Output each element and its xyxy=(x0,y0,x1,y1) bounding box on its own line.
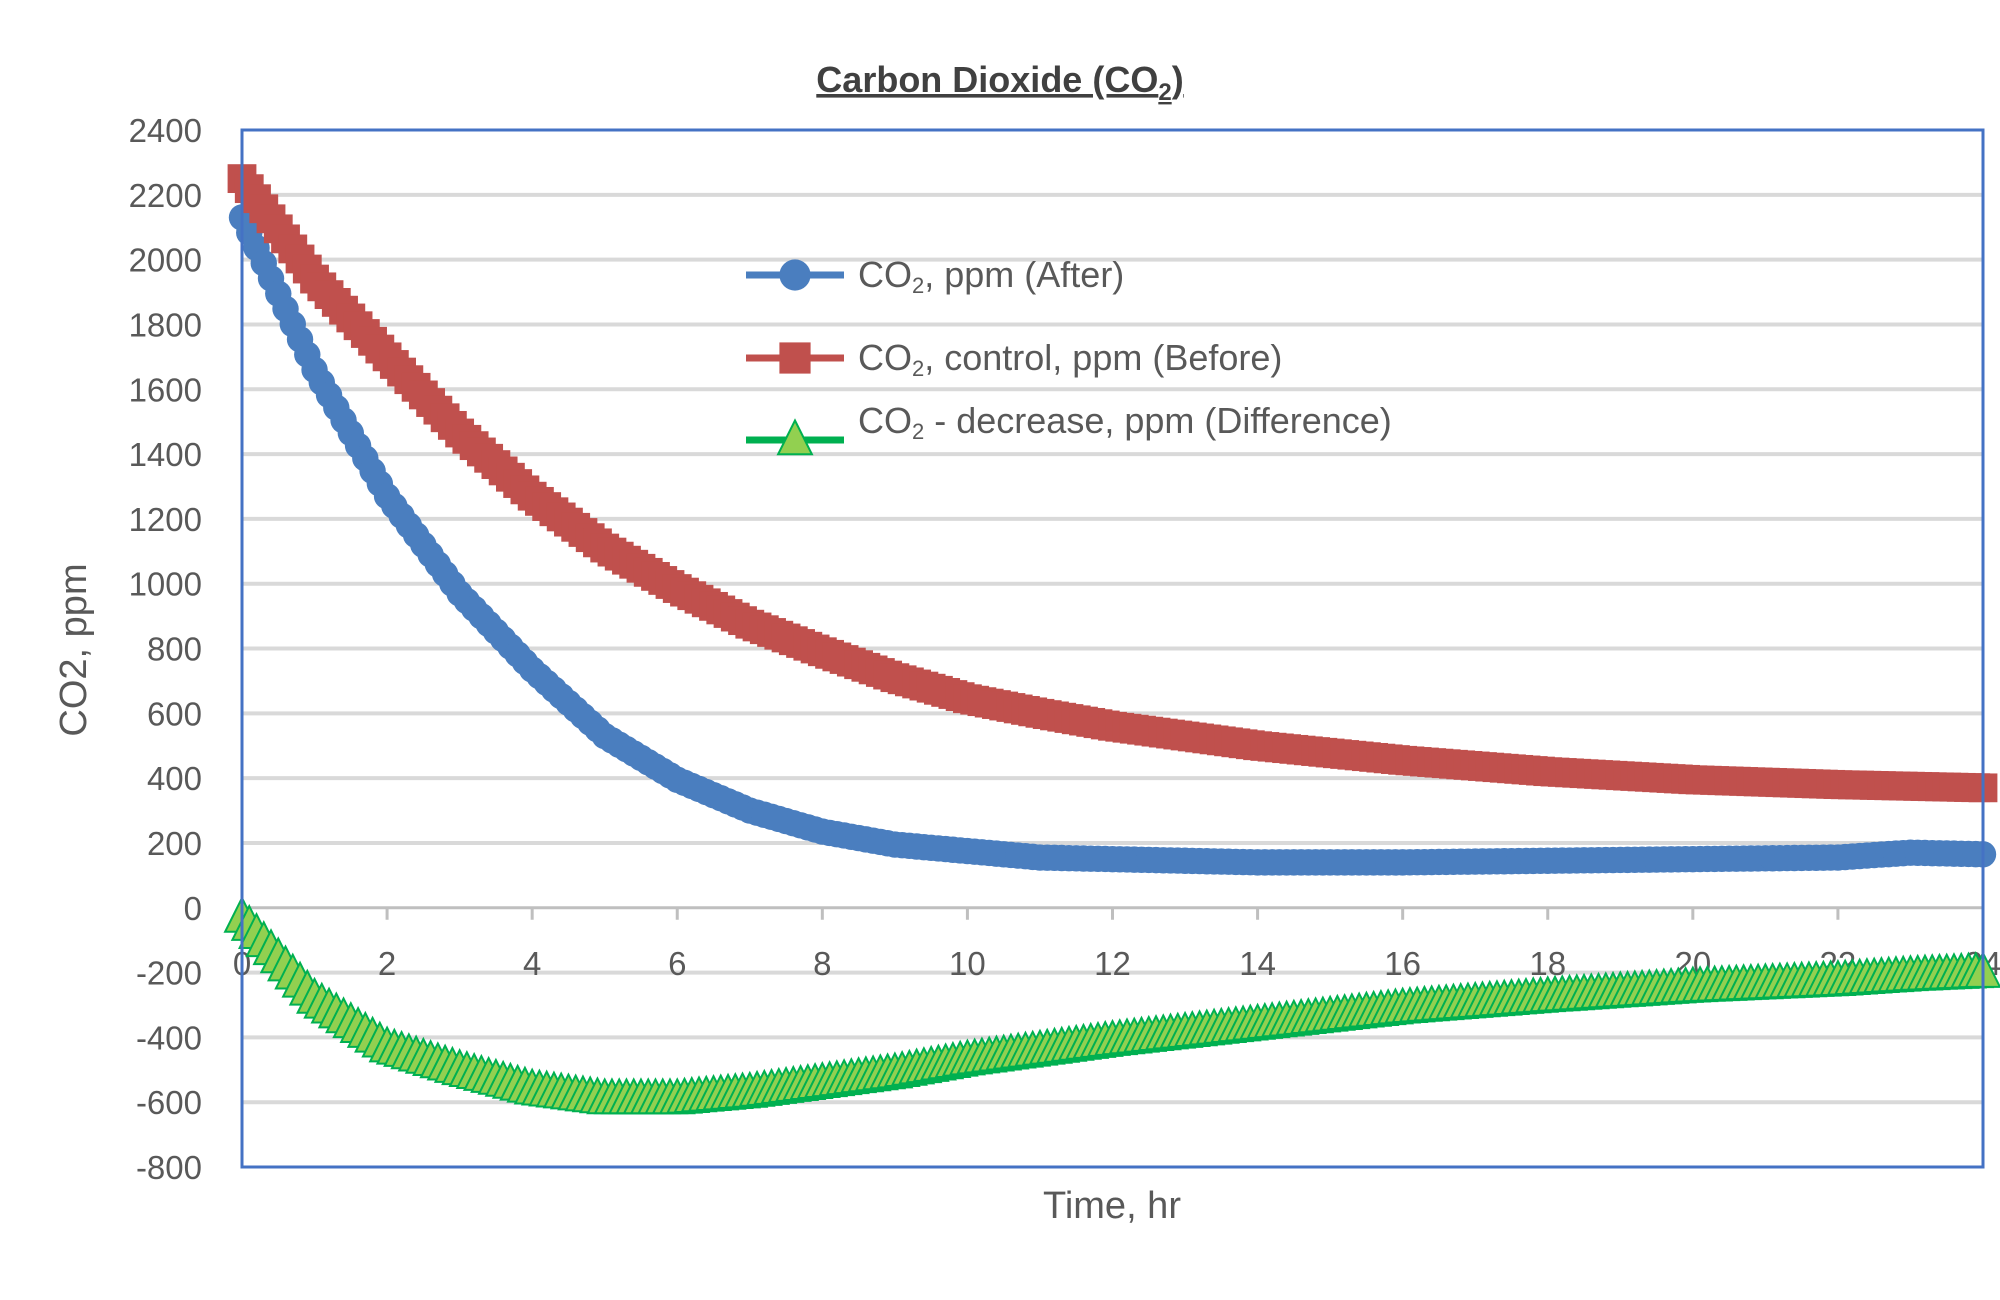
plot-border xyxy=(240,128,1985,1169)
legend-label: CO2, control, ppm (Before) xyxy=(858,337,1282,381)
y-axis-label: CO2, ppm xyxy=(53,563,95,736)
y-tick-label: 2400 xyxy=(129,112,202,149)
x-tick-label: 16 xyxy=(1384,945,1421,982)
legend-marker-icon xyxy=(779,342,811,374)
y-tick-label: 0 xyxy=(184,890,202,927)
x-tick-label: 8 xyxy=(813,945,831,982)
x-axis-label: Time, hr xyxy=(1043,1185,1181,1227)
x-tick-label: 12 xyxy=(1094,945,1131,982)
x-tick-label: 2 xyxy=(378,945,396,982)
y-tick-label: -600 xyxy=(136,1084,202,1121)
legend: CO2, ppm (After) CO2, control, ppm (Befor… xyxy=(746,254,1392,456)
legend-item-square: CO2, control, ppm (Before) xyxy=(746,337,1282,381)
x-tick-label: 14 xyxy=(1239,945,1276,982)
x-tick-label: 4 xyxy=(523,945,541,982)
legend-label: CO2, ppm (After) xyxy=(858,254,1124,298)
y-tick-labels: -800 -600 -400 -200 0 200 400 600 800 1000 1200 140… xyxy=(129,112,202,1186)
y-tick-label: 1400 xyxy=(129,436,202,473)
series-line xyxy=(239,216,1984,866)
y-tick-label: 2200 xyxy=(129,177,202,214)
series-layer xyxy=(223,164,2000,1115)
series-triangle xyxy=(223,895,2000,1115)
legend-marker-icon xyxy=(776,418,814,456)
legend-item-circle: CO2, ppm (After) xyxy=(746,254,1124,298)
y-tick-label: -800 xyxy=(136,1149,202,1186)
x-tick-label: 10 xyxy=(949,945,986,982)
y-tick-label: 800 xyxy=(147,631,202,668)
series-circle xyxy=(228,204,1997,876)
y-tick-label: 400 xyxy=(147,760,202,797)
y-tick-label: 1200 xyxy=(129,501,202,538)
legend-marker-icon xyxy=(779,259,811,291)
y-tick-label: -400 xyxy=(136,1019,202,1056)
legend-item-triangle: CO2 - decrease, ppm (Difference) xyxy=(746,400,1392,456)
y-tick-label: 600 xyxy=(147,695,202,732)
x-tick-label: 6 xyxy=(668,945,686,982)
y-tick-label: 1800 xyxy=(129,306,202,343)
y-tick-label: 200 xyxy=(147,825,202,862)
y-tick-label: 1600 xyxy=(129,371,202,408)
legend-label: CO2 - decrease, ppm (Difference) xyxy=(858,400,1392,444)
chart-title: Carbon Dioxide (CO2) xyxy=(816,59,1183,106)
series-square xyxy=(227,164,1998,803)
y-tick-label: -200 xyxy=(136,955,202,992)
y-tick-label: 2000 xyxy=(129,242,202,279)
y-tick-label: 1000 xyxy=(129,566,202,603)
